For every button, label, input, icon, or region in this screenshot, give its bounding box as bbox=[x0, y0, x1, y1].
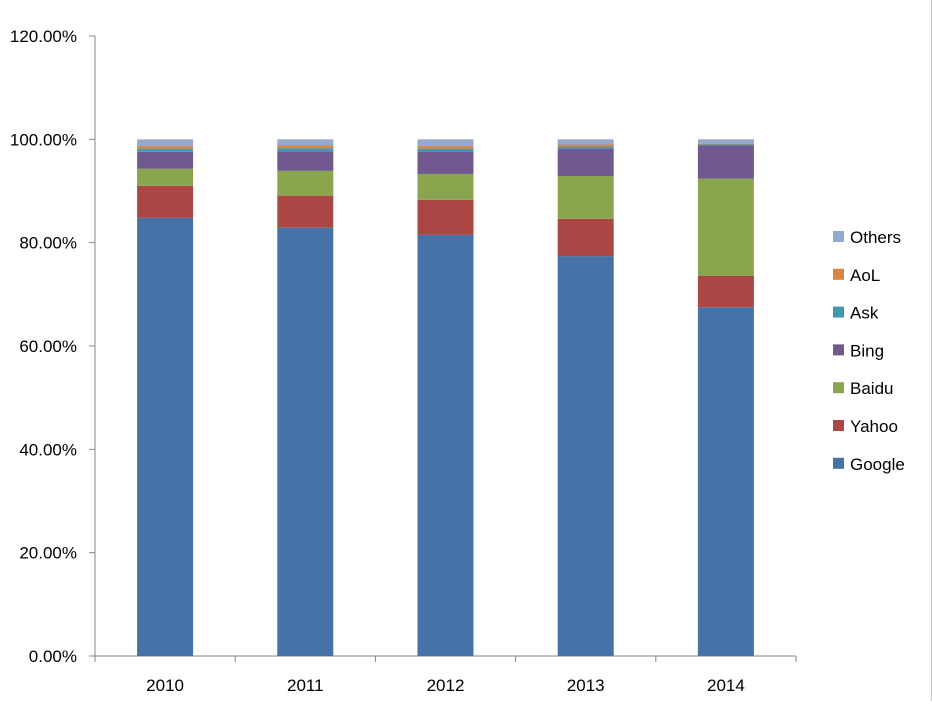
bar-yahoo-2013 bbox=[557, 218, 614, 257]
bar-yahoo-2010 bbox=[137, 185, 194, 218]
y-tick-label: 0.00% bbox=[29, 647, 77, 666]
bar-bing-2010 bbox=[137, 151, 194, 169]
bar-stack-2014 bbox=[697, 139, 754, 656]
legend-swatch bbox=[833, 306, 844, 318]
bar-google-2010 bbox=[137, 217, 194, 656]
legend-swatch bbox=[833, 457, 844, 469]
legend-swatch bbox=[833, 268, 844, 280]
bar-aol-2013 bbox=[557, 144, 614, 147]
bar-others-2012 bbox=[417, 139, 474, 147]
legend-item-aol: AoL bbox=[833, 266, 880, 285]
bar-bing-2011 bbox=[277, 151, 334, 171]
bar-baidu-2013 bbox=[557, 176, 614, 219]
x-axis: 2010 2011 2012 2013 2014 bbox=[94, 655, 797, 695]
bar-others-2010 bbox=[137, 139, 194, 147]
x-tick-label: 2010 bbox=[146, 676, 184, 695]
legend-label: Google bbox=[850, 455, 905, 474]
bar-ask-2011 bbox=[277, 148, 334, 152]
y-axis: 0.00% 20.00% 40.00% 60.00% 80.00% 100.00% 120.… bbox=[10, 27, 96, 666]
bar-aol-2012 bbox=[417, 146, 474, 149]
x-tick-label: 2011 bbox=[287, 676, 324, 695]
legend-item-others: Others bbox=[833, 228, 901, 247]
bar-stack-2012 bbox=[417, 139, 474, 656]
bar-yahoo-2014 bbox=[697, 275, 754, 308]
bar-ask-2010 bbox=[137, 148, 194, 152]
bar-ask-2014 bbox=[697, 144, 754, 146]
legend-swatch bbox=[833, 420, 844, 431]
legend-label: Others bbox=[850, 228, 901, 247]
x-tick-label: 2012 bbox=[427, 676, 465, 695]
bar-ask-2013 bbox=[557, 146, 614, 149]
legend: Others AoL Ask Bing Baidu Yahoo Google bbox=[833, 228, 905, 474]
legend-label: AoL bbox=[850, 266, 880, 285]
legend-item-yahoo: Yahoo bbox=[833, 417, 898, 436]
legend-item-baidu: Baidu bbox=[833, 379, 893, 398]
bar-aol-2011 bbox=[277, 145, 334, 149]
bar-others-2014 bbox=[697, 139, 754, 144]
legend-swatch bbox=[833, 382, 844, 394]
legend-swatch bbox=[833, 344, 844, 356]
y-tick-label: 100.00% bbox=[10, 130, 77, 149]
bar-google-2011 bbox=[277, 227, 334, 656]
legend-item-google: Google bbox=[833, 455, 905, 474]
bar-ask-2012 bbox=[417, 148, 474, 152]
y-tick-label: 120.00% bbox=[10, 27, 77, 46]
legend-label: Ask bbox=[850, 304, 879, 323]
bar-bing-2013 bbox=[557, 148, 614, 177]
y-tick-label: 60.00% bbox=[19, 337, 77, 356]
legend-item-bing: Bing bbox=[833, 341, 884, 360]
bar-baidu-2014 bbox=[697, 178, 754, 276]
bar-aol-2014 bbox=[697, 143, 754, 145]
legend-label: Bing bbox=[850, 341, 884, 360]
bar-baidu-2010 bbox=[137, 168, 194, 186]
legend-label: Baidu bbox=[850, 379, 893, 398]
bar-bing-2014 bbox=[697, 145, 754, 179]
bar-others-2013 bbox=[557, 139, 614, 145]
bar-baidu-2012 bbox=[417, 173, 474, 200]
legend-label: Yahoo bbox=[850, 417, 898, 436]
bars bbox=[137, 139, 754, 656]
bar-google-2013 bbox=[557, 256, 614, 656]
bar-baidu-2011 bbox=[277, 170, 334, 196]
x-tick-label: 2013 bbox=[567, 676, 605, 695]
bar-others-2011 bbox=[277, 139, 334, 146]
bar-stack-2011 bbox=[277, 139, 334, 656]
legend-swatch bbox=[833, 231, 844, 242]
legend-item-ask: Ask bbox=[833, 304, 879, 323]
bar-stack-2010 bbox=[137, 139, 194, 656]
bar-yahoo-2011 bbox=[277, 195, 334, 228]
y-tick-label: 80.00% bbox=[19, 234, 77, 253]
y-tick-label: 20.00% bbox=[19, 544, 77, 563]
bar-google-2014 bbox=[697, 307, 754, 656]
bar-bing-2012 bbox=[417, 151, 474, 174]
y-tick-label: 40.00% bbox=[19, 440, 77, 459]
bar-yahoo-2012 bbox=[417, 199, 474, 235]
x-tick-label: 2014 bbox=[707, 676, 745, 695]
bar-google-2012 bbox=[417, 234, 474, 656]
bar-aol-2010 bbox=[137, 146, 194, 149]
bar-stack-2013 bbox=[557, 139, 614, 656]
